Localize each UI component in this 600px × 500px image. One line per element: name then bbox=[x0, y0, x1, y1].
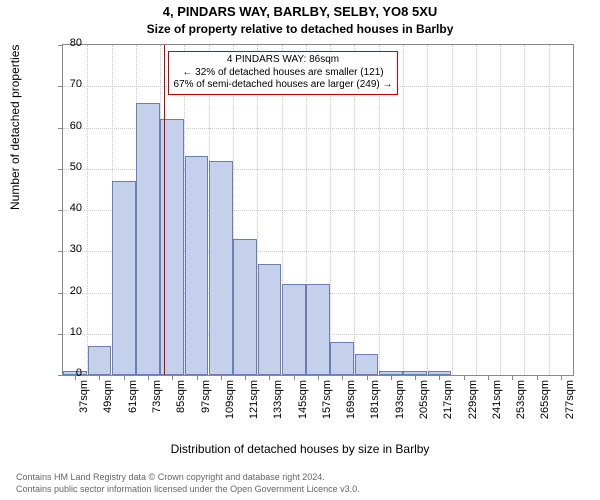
xtick-mark bbox=[148, 375, 149, 380]
xtick-mark bbox=[269, 375, 270, 380]
xtick-mark bbox=[464, 375, 465, 380]
xtick-label: 157sqm bbox=[321, 380, 333, 419]
xtick-label: 73sqm bbox=[151, 380, 163, 413]
ytick-label: 70 bbox=[42, 78, 82, 90]
xtick-mark bbox=[561, 375, 562, 380]
ytick-label: 30 bbox=[42, 243, 82, 255]
gridline-v bbox=[87, 45, 88, 375]
chart-subtitle: Size of property relative to detached ho… bbox=[0, 22, 600, 36]
xtick-label: 133sqm bbox=[272, 380, 284, 419]
annotation-box: 4 PINDARS WAY: 86sqm← 32% of detached ho… bbox=[168, 51, 397, 95]
xtick-mark bbox=[391, 375, 392, 380]
histogram-bar bbox=[355, 354, 379, 375]
xtick-mark bbox=[197, 375, 198, 380]
reference-line bbox=[164, 45, 165, 375]
gridline-v bbox=[452, 45, 453, 375]
credit-line-1: Contains HM Land Registry data © Crown c… bbox=[16, 472, 325, 482]
xtick-mark bbox=[512, 375, 513, 380]
xtick-label: 253sqm bbox=[515, 380, 527, 419]
xtick-label: 265sqm bbox=[540, 380, 552, 419]
xtick-mark bbox=[245, 375, 246, 380]
xtick-label: 37sqm bbox=[78, 380, 90, 413]
xtick-mark bbox=[439, 375, 440, 380]
ytick-label: 50 bbox=[42, 161, 82, 173]
xtick-mark bbox=[415, 375, 416, 380]
xtick-label: 229sqm bbox=[467, 380, 479, 419]
xtick-mark bbox=[294, 375, 295, 380]
histogram-bar bbox=[185, 156, 209, 375]
xtick-mark bbox=[342, 375, 343, 380]
annot-line: 67% of semi-detached houses are larger (… bbox=[173, 79, 392, 92]
gridline-v bbox=[549, 45, 550, 375]
xtick-label: 145sqm bbox=[297, 380, 309, 419]
xtick-mark bbox=[318, 375, 319, 380]
histogram-bar bbox=[88, 346, 112, 375]
xtick-label: 181sqm bbox=[370, 380, 382, 419]
gridline-v bbox=[403, 45, 404, 375]
xtick-label: 193sqm bbox=[394, 380, 406, 419]
histogram-bar bbox=[233, 239, 257, 375]
ytick-label: 0 bbox=[42, 367, 82, 379]
xtick-label: 109sqm bbox=[224, 380, 236, 419]
xtick-label: 217sqm bbox=[442, 380, 454, 419]
xtick-label: 97sqm bbox=[200, 380, 212, 413]
ytick-label: 40 bbox=[42, 202, 82, 214]
y-axis-label: Number of detached properties bbox=[8, 45, 22, 210]
gridline-v bbox=[354, 45, 355, 375]
annot-line: 4 PINDARS WAY: 86sqm bbox=[173, 54, 392, 67]
gridline-v bbox=[524, 45, 525, 375]
xtick-label: 49sqm bbox=[102, 380, 114, 413]
xtick-mark bbox=[537, 375, 538, 380]
xtick-label: 169sqm bbox=[345, 380, 357, 419]
histogram-bar bbox=[258, 264, 282, 375]
plot-area: 4 PINDARS WAY: 86sqm← 32% of detached ho… bbox=[62, 44, 574, 376]
xtick-label: 61sqm bbox=[127, 380, 139, 413]
histogram-bar bbox=[209, 161, 233, 376]
histogram-bar bbox=[136, 103, 160, 375]
ytick-label: 10 bbox=[42, 326, 82, 338]
xtick-mark bbox=[367, 375, 368, 380]
xtick-label: 205sqm bbox=[418, 380, 430, 419]
x-axis-label: Distribution of detached houses by size … bbox=[0, 442, 600, 456]
annot-line: ← 32% of detached houses are smaller (12… bbox=[173, 67, 392, 80]
chart-title: 4, PINDARS WAY, BARLBY, SELBY, YO8 5XU bbox=[0, 4, 600, 19]
gridline-v bbox=[330, 45, 331, 375]
histogram-bar bbox=[112, 181, 136, 375]
gridline-v bbox=[379, 45, 380, 375]
ytick-label: 60 bbox=[42, 120, 82, 132]
xtick-mark bbox=[221, 375, 222, 380]
xtick-label: 241sqm bbox=[491, 380, 503, 419]
xtick-label: 85sqm bbox=[175, 380, 187, 413]
xtick-mark bbox=[488, 375, 489, 380]
chart-container: 4, PINDARS WAY, BARLBY, SELBY, YO8 5XU S… bbox=[0, 0, 600, 500]
xtick-mark bbox=[172, 375, 173, 380]
xtick-mark bbox=[124, 375, 125, 380]
histogram-bar bbox=[282, 284, 306, 375]
ytick-label: 80 bbox=[42, 37, 82, 49]
credit-line-2: Contains public sector information licen… bbox=[16, 484, 360, 494]
histogram-bar bbox=[330, 342, 354, 375]
xtick-label: 277sqm bbox=[564, 380, 576, 419]
xtick-mark bbox=[99, 375, 100, 380]
xtick-label: 121sqm bbox=[248, 380, 260, 419]
histogram-bar bbox=[306, 284, 330, 375]
gridline-v bbox=[476, 45, 477, 375]
gridline-v bbox=[500, 45, 501, 375]
gridline-v bbox=[427, 45, 428, 375]
ytick-label: 20 bbox=[42, 285, 82, 297]
